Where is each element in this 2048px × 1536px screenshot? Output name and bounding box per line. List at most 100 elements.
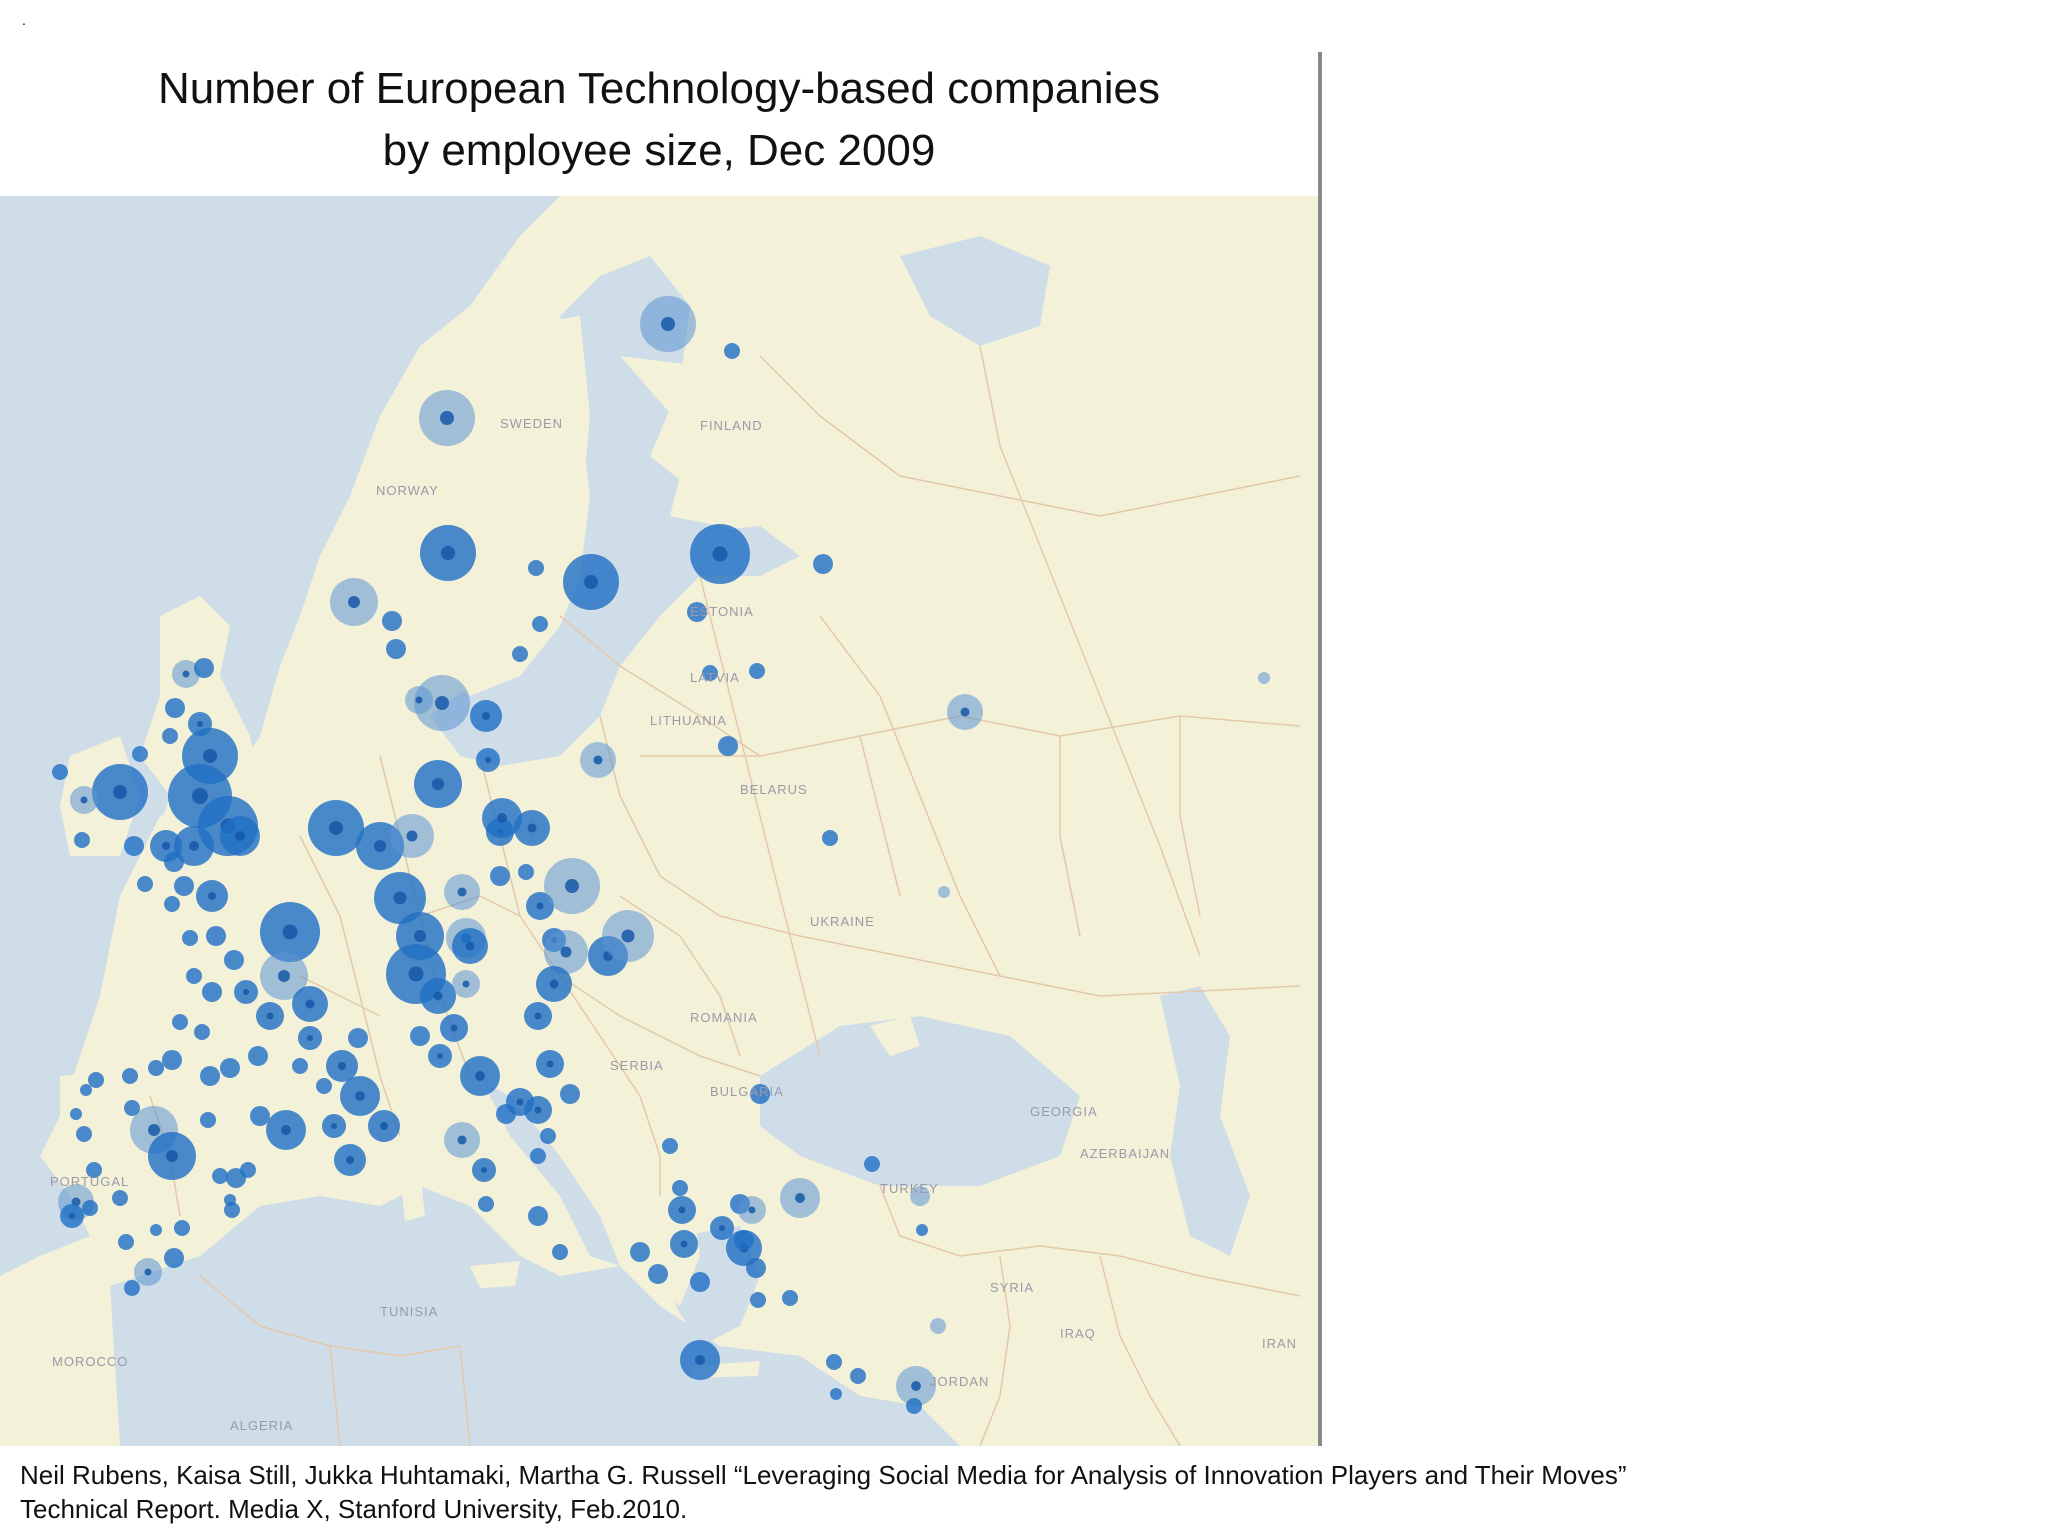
company-bubble: [194, 658, 214, 678]
company-bubble: [212, 1168, 228, 1184]
citation-line-2: Technical Report. Media X, Stanford Univ…: [20, 1494, 688, 1524]
company-bubble-core: [719, 1225, 725, 1231]
company-bubble: [122, 1068, 138, 1084]
company-bubble: [630, 1242, 650, 1262]
company-bubble-core: [338, 1062, 346, 1070]
company-bubble: [750, 1292, 766, 1308]
company-bubble-core: [197, 721, 203, 727]
company-bubble: [478, 1196, 494, 1212]
corner-mark: .: [22, 12, 26, 28]
company-bubble-core: [182, 670, 190, 678]
company-bubble: [162, 728, 178, 744]
label-azerbaijan: AZERBAIJAN: [1080, 1146, 1171, 1161]
company-bubble: [224, 1202, 240, 1218]
company-bubble-core: [516, 1098, 524, 1106]
company-bubble: [240, 1162, 256, 1178]
company-bubble: [248, 1046, 268, 1066]
finland: [620, 356, 770, 526]
company-bubble: [864, 1156, 880, 1172]
company-bubble: [182, 930, 198, 946]
company-bubble-core: [307, 1035, 313, 1041]
country-borders: [149, 345, 1301, 1446]
title-line-2: by employee size, Dec 2009: [382, 126, 936, 175]
company-bubble: [224, 950, 244, 970]
company-bubble: [734, 1230, 754, 1250]
company-bubble-core: [584, 575, 598, 589]
company-bubble: [560, 1084, 580, 1104]
label-ukraine: UKRAINE: [810, 914, 875, 929]
company-bubble: [910, 1186, 930, 1206]
company-bubble-core: [546, 1060, 554, 1068]
company-bubble-core: [346, 1156, 354, 1164]
label-romania: ROMANIA: [690, 1010, 758, 1025]
sicily: [470, 1261, 520, 1288]
label-latvia: LATVIA: [690, 670, 740, 685]
company-bubble: [76, 1126, 92, 1142]
company-bubble: [552, 1244, 568, 1260]
company-bubble: [124, 1280, 140, 1296]
company-bubble-core: [536, 902, 544, 910]
company-bubble-core: [440, 411, 454, 425]
company-bubble-core: [560, 946, 572, 958]
company-bubble-core: [621, 929, 635, 943]
company-bubble-core: [450, 1024, 458, 1032]
label-syria: SYRIA: [990, 1280, 1035, 1295]
company-bubble-core: [415, 696, 423, 704]
company-bubble: [826, 1354, 842, 1370]
company-bubble: [174, 876, 194, 896]
company-bubble: [74, 832, 90, 848]
label-morocco: MOROCCO: [52, 1354, 129, 1369]
company-bubble: [148, 1060, 164, 1076]
company-bubble: [112, 1190, 128, 1206]
company-bubble-core: [80, 796, 88, 804]
company-bubble-core: [374, 840, 386, 852]
company-bubble: [164, 896, 180, 912]
company-bubble: [220, 1058, 240, 1078]
map-canvas: [0, 196, 1301, 1446]
italy: [440, 1076, 590, 1266]
company-bubble: [132, 746, 148, 762]
company-bubble: [749, 663, 765, 679]
company-bubble: [386, 639, 406, 659]
company-bubble-core: [282, 924, 298, 940]
company-bubble: [1258, 672, 1270, 684]
company-bubble: [930, 1318, 946, 1334]
company-bubble: [88, 1072, 104, 1088]
company-bubble-core: [481, 1167, 487, 1173]
company-bubble-core: [795, 1193, 805, 1203]
mediterranean-sea: [110, 1186, 960, 1446]
company-bubble-core: [148, 1124, 160, 1136]
company-bubble: [746, 1258, 766, 1278]
europe-map[interactable]: SWEDEN FINLAND NORWAY ESTONIA LATVIA LIT…: [0, 196, 1318, 1446]
label-iraq: IRAQ: [1060, 1326, 1096, 1341]
company-bubble-core: [393, 891, 407, 905]
company-bubble-core: [406, 830, 418, 842]
company-bubble-core: [593, 755, 603, 765]
label-tunisia: TUNISIA: [380, 1304, 439, 1319]
company-bubble-core: [457, 887, 467, 897]
sardinia: [400, 1171, 425, 1221]
company-bubble: [202, 982, 222, 1002]
company-bubble: [316, 1078, 332, 1094]
company-bubble: [490, 866, 510, 886]
company-bubble-core: [960, 707, 970, 717]
company-bubble-core: [243, 989, 249, 995]
company-bubble: [206, 926, 226, 946]
label-jordan: JORDAN: [930, 1374, 990, 1389]
company-bubble: [52, 764, 68, 780]
company-bubble: [830, 1388, 842, 1400]
company-bubble-core: [305, 999, 315, 1009]
company-bubble: [172, 1014, 188, 1030]
company-bubble: [174, 1220, 190, 1236]
company-bubble: [186, 968, 202, 984]
company-bubble: [137, 876, 153, 892]
company-bubble-core: [534, 1012, 542, 1020]
company-bubble-core: [441, 546, 455, 560]
company-bubble: [540, 1128, 556, 1144]
company-bubble-core: [482, 712, 490, 720]
company-bubble-core: [329, 821, 343, 835]
company-bubble-core: [435, 696, 449, 710]
caspian-sea: [1160, 986, 1250, 1256]
company-bubble: [162, 1050, 182, 1070]
company-bubble-core: [485, 757, 491, 763]
